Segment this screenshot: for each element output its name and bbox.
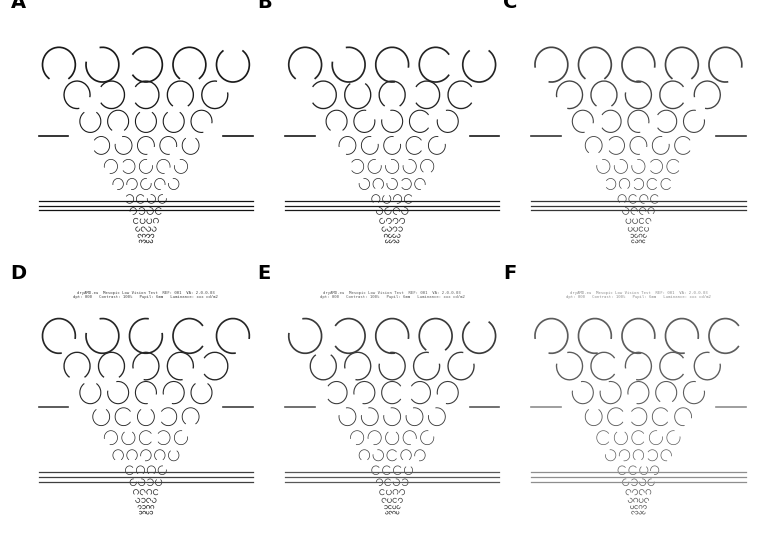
Text: dryAMD.eu  Mesopic Low Vision Test  REF: 001  VA: 2.0-0.03: dryAMD.eu Mesopic Low Vision Test REF: 0… <box>77 291 215 295</box>
Text: F: F <box>503 264 516 283</box>
Text: dpt: 000   Contrast: 100%   Pupil: 6mm   Luminance: xxx cd/m2: dpt: 000 Contrast: 100% Pupil: 6mm Lumin… <box>320 295 464 299</box>
Text: C: C <box>503 0 518 12</box>
Text: B: B <box>257 0 271 12</box>
Text: dpt: 000   Contrast: 100%   Pupil: 6mm   Luminance: xxx cd/m2: dpt: 000 Contrast: 100% Pupil: 6mm Lumin… <box>566 295 711 299</box>
Text: D: D <box>11 264 27 283</box>
Text: E: E <box>257 264 270 283</box>
Text: dryAMD.eu  Mesopic Low Vision Test  REF: 001  VA: 2.0-0.03: dryAMD.eu Mesopic Low Vision Test REF: 0… <box>323 291 461 295</box>
Text: dryAMD.eu  Mesopic Low Vision Test  REF: 001  VA: 2.0-0.03: dryAMD.eu Mesopic Low Vision Test REF: 0… <box>569 291 708 295</box>
Text: A: A <box>11 0 26 12</box>
Text: dpt: 000   Contrast: 100%   Pupil: 6mm   Luminance: xxx cd/m2: dpt: 000 Contrast: 100% Pupil: 6mm Lumin… <box>74 295 218 299</box>
